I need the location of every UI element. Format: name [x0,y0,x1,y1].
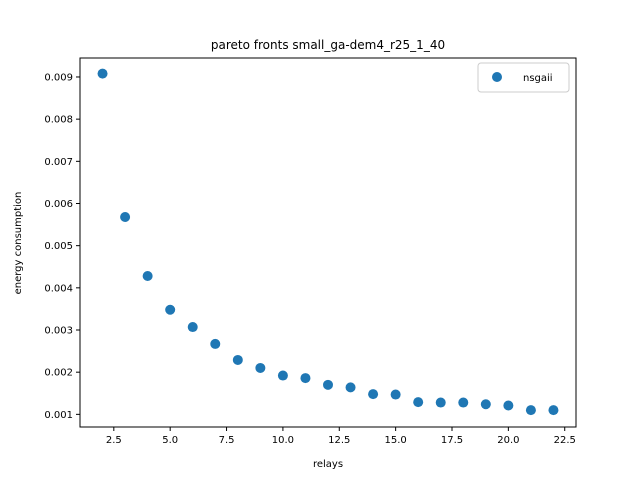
data-point [120,211,131,222]
x-tick-label: 20.0 [497,435,519,446]
data-point [345,382,356,393]
data-points [97,68,559,416]
data-point [97,68,108,79]
y-tick-label: 0.005 [44,241,73,252]
x-tick-label: 7.5 [219,435,235,446]
data-point [323,379,333,390]
x-tick-label: 12.5 [328,435,350,446]
data-point [165,304,176,315]
data-point [368,389,379,400]
data-point [480,399,491,410]
legend: nsgaii [477,62,570,93]
data-point [548,405,559,416]
data-point [503,400,514,411]
y-axis: 0.001 0.002 0.003 0.004 0.005 0.006 0.007 0.008… [44,72,80,421]
y-tick-label: 0.007 [44,157,73,168]
data-point [300,373,311,384]
legend-label-nsgaii: nsgaii [523,73,553,84]
y-tick-label: 0.002 [44,368,73,379]
data-point [413,397,424,408]
x-tick-label: 5.0 [162,435,178,446]
chart-title: pareto fronts small_ga-dem4_r25_1_40 [211,38,445,52]
y-tick-label: 0.008 [44,115,73,126]
data-point [232,354,243,365]
y-tick-label: 0.009 [44,72,73,83]
y-axis-label: energy consumption [13,192,24,295]
y-tick-label: 0.001 [44,410,73,421]
legend-marker [492,72,502,82]
plot-frame [79,57,577,428]
data-point [390,389,401,400]
data-point [142,271,153,282]
y-tick-label: 0.006 [44,199,73,210]
data-point [458,397,469,408]
data-point [255,362,266,373]
x-tick-label: 22.5 [554,435,576,446]
plot-area [79,57,577,428]
data-point [277,370,288,381]
data-point [435,397,446,408]
y-tick-label: 0.004 [44,283,73,294]
legend-box [477,62,570,93]
x-tick-label: 17.5 [441,435,463,446]
x-tick-label: 10.0 [272,435,294,446]
data-point [525,405,536,416]
data-point [210,338,221,349]
y-tick-label: 0.003 [44,326,73,337]
x-axis: 2.5 5.0 7.5 10.0 12.5 15.0 17.5 20.0 22.5 [106,427,576,446]
data-point [187,322,198,333]
x-axis-label: relays [313,459,343,470]
x-tick-label: 2.5 [106,435,122,446]
x-tick-label: 15.0 [385,435,407,446]
